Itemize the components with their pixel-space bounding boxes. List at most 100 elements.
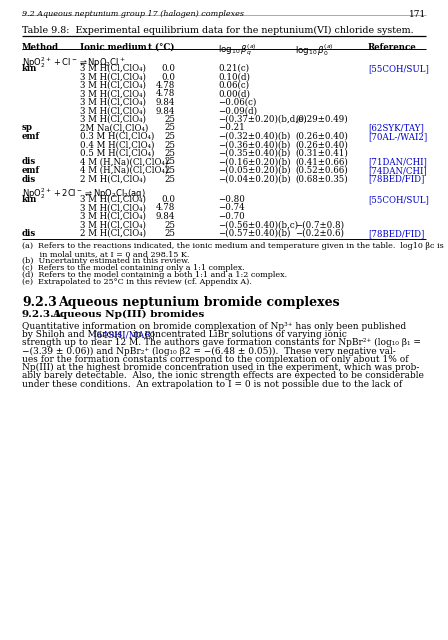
Text: −(0.36±0.40)(b): −(0.36±0.40)(b) bbox=[218, 141, 290, 150]
Text: Aqueous Np(III) bromides: Aqueous Np(III) bromides bbox=[52, 310, 204, 319]
Text: −(0.56±0.40)(b,c): −(0.56±0.40)(b,c) bbox=[218, 221, 298, 230]
Text: $\mathrm{NpO_2^{2+} + Cl^- \rightleftharpoons NpO_2Cl^+}$: $\mathrm{NpO_2^{2+} + Cl^- \rightlefthar… bbox=[22, 55, 126, 70]
Text: (0.31±0.41): (0.31±0.41) bbox=[295, 149, 348, 158]
Text: [55COH/SUL]: [55COH/SUL] bbox=[368, 64, 429, 73]
Text: [74DAN/CHI]: [74DAN/CHI] bbox=[368, 166, 427, 175]
Text: (0.68±0.35): (0.68±0.35) bbox=[295, 175, 348, 184]
Text: −0.70: −0.70 bbox=[218, 212, 245, 221]
Text: 25: 25 bbox=[164, 124, 175, 132]
Text: 0.3 M H(Cl,ClO₄): 0.3 M H(Cl,ClO₄) bbox=[80, 132, 155, 141]
Text: 4.78: 4.78 bbox=[155, 81, 175, 90]
Text: 171: 171 bbox=[409, 10, 426, 19]
Text: [71DAN/CHI]: [71DAN/CHI] bbox=[368, 157, 427, 166]
Text: 3 M H(Cl,ClO₄): 3 M H(Cl,ClO₄) bbox=[80, 115, 146, 124]
Text: in concentrated LiBr solutions of varying ionic: in concentrated LiBr solutions of varyin… bbox=[130, 330, 347, 339]
Text: 0.0: 0.0 bbox=[161, 195, 175, 204]
Text: 3 M H(Cl,ClO₄): 3 M H(Cl,ClO₄) bbox=[80, 195, 146, 204]
Text: −(0.7±0.8): −(0.7±0.8) bbox=[295, 221, 344, 230]
Text: 25: 25 bbox=[164, 229, 175, 238]
Text: −0.09(d): −0.09(d) bbox=[218, 106, 257, 115]
Text: [64SHI/MAR]: [64SHI/MAR] bbox=[93, 330, 155, 339]
Text: 25: 25 bbox=[164, 166, 175, 175]
Text: Ionic medium: Ionic medium bbox=[80, 43, 147, 52]
Text: (e)  Extrapolated to 25°C in this review (cf. Appendix A).: (e) Extrapolated to 25°C in this review … bbox=[22, 278, 252, 287]
Text: Np(III) at the highest bromide concentration used in the experiment, which was p: Np(III) at the highest bromide concentra… bbox=[22, 363, 419, 372]
Text: (0.26±0.40): (0.26±0.40) bbox=[295, 132, 348, 141]
Text: (d)  Refers to the model containing a both 1:1 and a 1:2 complex.: (d) Refers to the model containing a bot… bbox=[22, 271, 287, 279]
Text: 2 M H(Cl,ClO₄): 2 M H(Cl,ClO₄) bbox=[80, 175, 146, 184]
Text: −0.06(c): −0.06(c) bbox=[218, 98, 256, 107]
Text: $\mathrm{log_{10}}\,\beta_0^{(a)}$: $\mathrm{log_{10}}\,\beta_0^{(a)}$ bbox=[295, 42, 334, 58]
Text: kin: kin bbox=[22, 64, 37, 73]
Text: −(0.57±0.40)(b): −(0.57±0.40)(b) bbox=[218, 229, 290, 238]
Text: $\mathrm{NpO_2^{2+} + 2Cl^- \rightleftharpoons NpO_2Cl_2(aq)}$: $\mathrm{NpO_2^{2+} + 2Cl^- \rightleftha… bbox=[22, 186, 146, 201]
Text: 0.00(d): 0.00(d) bbox=[218, 90, 250, 99]
Text: −(0.35±0.40)(b): −(0.35±0.40)(b) bbox=[218, 149, 290, 158]
Text: 9.84: 9.84 bbox=[155, 98, 175, 107]
Text: sp: sp bbox=[22, 124, 33, 132]
Text: 2 M H(Cl,ClO₄): 2 M H(Cl,ClO₄) bbox=[80, 229, 146, 238]
Text: Table 9.8:  Experimental equilibrium data for the neptunium(VI) chloride system.: Table 9.8: Experimental equilibrium data… bbox=[22, 26, 414, 35]
Text: dis: dis bbox=[22, 229, 36, 238]
Text: 0.10(d): 0.10(d) bbox=[218, 72, 250, 81]
Text: $\mathrm{log_{10}}\,\beta_q^{(a)}$: $\mathrm{log_{10}}\,\beta_q^{(a)}$ bbox=[218, 42, 257, 58]
Text: 3 M H(Cl,ClO₄): 3 M H(Cl,ClO₄) bbox=[80, 98, 146, 107]
Text: −(0.32±0.40)(b): −(0.32±0.40)(b) bbox=[218, 132, 290, 141]
Text: Method: Method bbox=[22, 43, 59, 52]
Text: 2M Na(Cl,ClO₄): 2M Na(Cl,ClO₄) bbox=[80, 124, 148, 132]
Text: emf: emf bbox=[22, 166, 40, 175]
Text: 9.2.3.1: 9.2.3.1 bbox=[22, 310, 62, 319]
Text: [78BED/FID]: [78BED/FID] bbox=[368, 229, 424, 238]
Text: by Shiloh and Marcus: by Shiloh and Marcus bbox=[22, 330, 125, 339]
Text: 3 M H(Cl,ClO₄): 3 M H(Cl,ClO₄) bbox=[80, 72, 146, 81]
Text: dis: dis bbox=[22, 175, 36, 184]
Text: (0.41±0.66): (0.41±0.66) bbox=[295, 157, 348, 166]
Text: dis: dis bbox=[22, 157, 36, 166]
Text: −(0.37±0.20)(b,d,e): −(0.37±0.20)(b,d,e) bbox=[218, 115, 307, 124]
Text: −0.74: −0.74 bbox=[218, 204, 245, 212]
Text: Quantitative information on bromide complexation of Np³⁺ has only been published: Quantitative information on bromide comp… bbox=[22, 322, 406, 331]
Text: −(0.16±0.20)(b): −(0.16±0.20)(b) bbox=[218, 157, 291, 166]
Text: 25: 25 bbox=[164, 175, 175, 184]
Text: 9.2 Aqueous neptunium group 17 (halogen) complexes: 9.2 Aqueous neptunium group 17 (halogen)… bbox=[22, 10, 244, 18]
Text: 3 M H(Cl,ClO₄): 3 M H(Cl,ClO₄) bbox=[80, 90, 146, 99]
Text: t (°C): t (°C) bbox=[148, 43, 175, 52]
Text: Reference: Reference bbox=[368, 43, 417, 52]
Text: [70AL-/WAI2]: [70AL-/WAI2] bbox=[368, 132, 427, 141]
Text: 25: 25 bbox=[164, 157, 175, 166]
Text: 4.78: 4.78 bbox=[155, 204, 175, 212]
Text: 3 M H(Cl,ClO₄): 3 M H(Cl,ClO₄) bbox=[80, 64, 146, 73]
Text: 0.0: 0.0 bbox=[161, 64, 175, 73]
Text: 25: 25 bbox=[164, 132, 175, 141]
Text: [62SYK/TAY]: [62SYK/TAY] bbox=[368, 124, 424, 132]
Text: 4.78: 4.78 bbox=[155, 90, 175, 99]
Text: −0.21: −0.21 bbox=[218, 124, 245, 132]
Text: 9.84: 9.84 bbox=[155, 212, 175, 221]
Text: 25: 25 bbox=[164, 221, 175, 230]
Text: (b)  Uncertainty estimated in this review.: (b) Uncertainty estimated in this review… bbox=[22, 257, 190, 265]
Text: 4 M (H,Na)(Cl,ClO₄): 4 M (H,Na)(Cl,ClO₄) bbox=[80, 166, 168, 175]
Text: [78BED/FID]: [78BED/FID] bbox=[368, 175, 424, 184]
Text: 9.2.3: 9.2.3 bbox=[22, 296, 57, 308]
Text: 3 M H(Cl,ClO₄): 3 M H(Cl,ClO₄) bbox=[80, 81, 146, 90]
Text: (0.52±0.66): (0.52±0.66) bbox=[295, 166, 348, 175]
Text: ably barely detectable.  Also, the ionic strength effects are expected to be con: ably barely detectable. Also, the ionic … bbox=[22, 371, 424, 381]
Text: 3 M H(Cl,ClO₄): 3 M H(Cl,ClO₄) bbox=[80, 221, 146, 230]
Text: (0.26±0.40): (0.26±0.40) bbox=[295, 141, 348, 150]
Text: 0.06(c): 0.06(c) bbox=[218, 81, 249, 90]
Text: −(3.39 ± 0.06)) and NpBr₂⁺ (log₁₀ β2 = −(6.48 ± 0.05)).  These very negative val: −(3.39 ± 0.06)) and NpBr₂⁺ (log₁₀ β2 = −… bbox=[22, 347, 396, 356]
Text: 0.4 M H(Cl,ClO₄): 0.4 M H(Cl,ClO₄) bbox=[80, 141, 155, 150]
Text: kin: kin bbox=[22, 195, 37, 204]
Text: 3 M H(Cl,ClO₄): 3 M H(Cl,ClO₄) bbox=[80, 212, 146, 221]
Text: 25: 25 bbox=[164, 149, 175, 158]
Text: Aqueous neptunium bromide complexes: Aqueous neptunium bromide complexes bbox=[58, 296, 340, 308]
Text: −0.80: −0.80 bbox=[218, 195, 245, 204]
Text: 25: 25 bbox=[164, 141, 175, 150]
Text: in molal units, at I = 0 and 298.15 K.: in molal units, at I = 0 and 298.15 K. bbox=[22, 250, 190, 258]
Text: [55COH/SUL]: [55COH/SUL] bbox=[368, 195, 429, 204]
Text: 3 M H(Cl,ClO₄): 3 M H(Cl,ClO₄) bbox=[80, 106, 146, 115]
Text: 0.0: 0.0 bbox=[161, 72, 175, 81]
Text: (c)  Refers to the model containing only a 1:1 complex.: (c) Refers to the model containing only … bbox=[22, 264, 245, 272]
Text: 4 M (H,Na)(Cl,ClO₄): 4 M (H,Na)(Cl,ClO₄) bbox=[80, 157, 168, 166]
Text: 25: 25 bbox=[164, 115, 175, 124]
